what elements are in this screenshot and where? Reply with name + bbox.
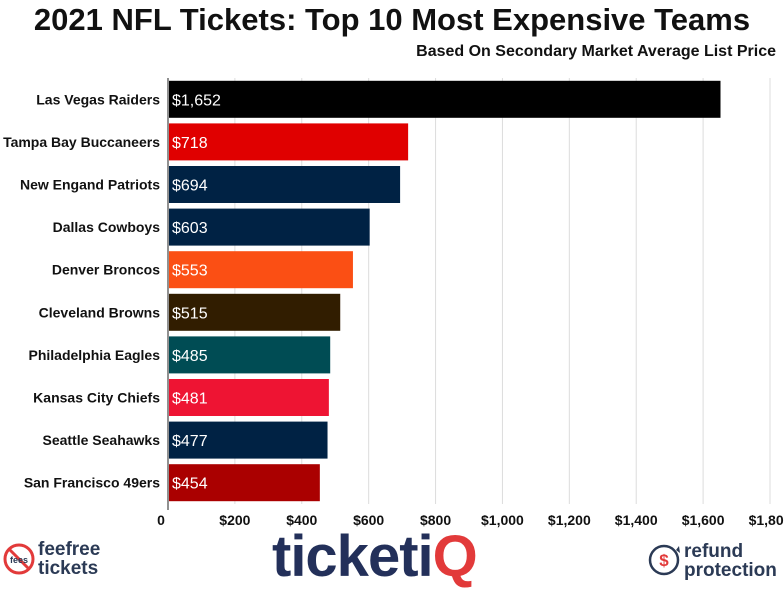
category-label: Kansas City Chiefs — [33, 390, 160, 406]
refund-protection-text: refund protection — [684, 542, 777, 580]
bar — [169, 421, 328, 459]
refund-dollar-icon: $ — [648, 544, 680, 576]
chart-title: 2021 NFL Tickets: Top 10 Most Expensive … — [33, 2, 751, 37]
refund-protection-logo: $ refund protection — [646, 540, 784, 584]
bar — [169, 464, 320, 502]
x-tick-label: $400 — [286, 512, 317, 528]
refund-line2: protection — [684, 560, 777, 581]
bar-value-label: $1,652 — [172, 92, 221, 109]
x-tick-label: $200 — [219, 512, 250, 528]
feefree-line2: tickets — [38, 558, 99, 579]
category-label: New Engand Patriots — [20, 177, 160, 193]
bar-value-label: $694 — [172, 178, 208, 195]
feefree-line1: feefree — [38, 539, 101, 560]
category-label: San Francisco 49ers — [24, 475, 160, 491]
bar-value-label: $454 — [172, 476, 208, 493]
bar — [169, 80, 721, 118]
category-label: Cleveland Browns — [39, 304, 161, 320]
ticketiq-q-mark: Q — [432, 524, 478, 589]
bar — [169, 379, 329, 416]
bar — [169, 166, 401, 203]
bar-value-label: $515 — [172, 305, 208, 322]
category-label: Las Vegas Raiders — [36, 91, 160, 107]
no-fees-icon: fees — [3, 543, 35, 575]
feefree-tickets-text: feefree tickets — [38, 540, 100, 578]
category-label: Denver Broncos — [52, 262, 160, 278]
category-label: Philadelphia Eagles — [29, 347, 161, 363]
bar — [169, 293, 341, 331]
bar — [169, 336, 331, 374]
bar-value-label: $603 — [172, 220, 208, 237]
x-tick-label: 0 — [157, 512, 165, 528]
bar — [169, 123, 409, 161]
ticketiq-logo: ticketiQ — [272, 523, 478, 590]
x-tick-label: $1,400 — [615, 512, 658, 528]
refund-line1: refund — [684, 541, 744, 562]
category-label: Seattle Seahawks — [42, 432, 160, 448]
bar-value-label: $485 — [172, 348, 208, 365]
x-tick-label: $1,200 — [548, 512, 591, 528]
svg-text:$: $ — [659, 551, 669, 570]
ticketiq-text: ticketi — [272, 524, 434, 589]
x-tick-label: $1,000 — [481, 512, 524, 528]
bar — [169, 251, 353, 289]
svg-text:fees: fees — [10, 555, 28, 565]
bar-chart: 0 $200 $400 $600 $800 $1,000 $1,200 $1,400 $1,60… — [3, 78, 784, 528]
bar-value-label: $481 — [172, 391, 208, 408]
x-tick-label: $600 — [353, 512, 384, 528]
x-tick-label: $1,600 — [682, 512, 725, 528]
x-tick-label: $800 — [420, 512, 451, 528]
category-label: Dallas Cowboys — [53, 219, 161, 235]
bar-value-label: $553 — [172, 263, 208, 280]
bar-value-label: $718 — [172, 135, 208, 152]
bar-value-label: $477 — [172, 433, 208, 450]
bar — [169, 208, 370, 246]
feefree-tickets-logo: fees feefree tickets — [2, 538, 142, 582]
chart-subtitle: Based On Secondary Market Average List P… — [416, 43, 776, 60]
x-tick-label: $1,800 — [749, 512, 784, 528]
category-label: Tampa Bay Buccaneers — [3, 134, 160, 150]
